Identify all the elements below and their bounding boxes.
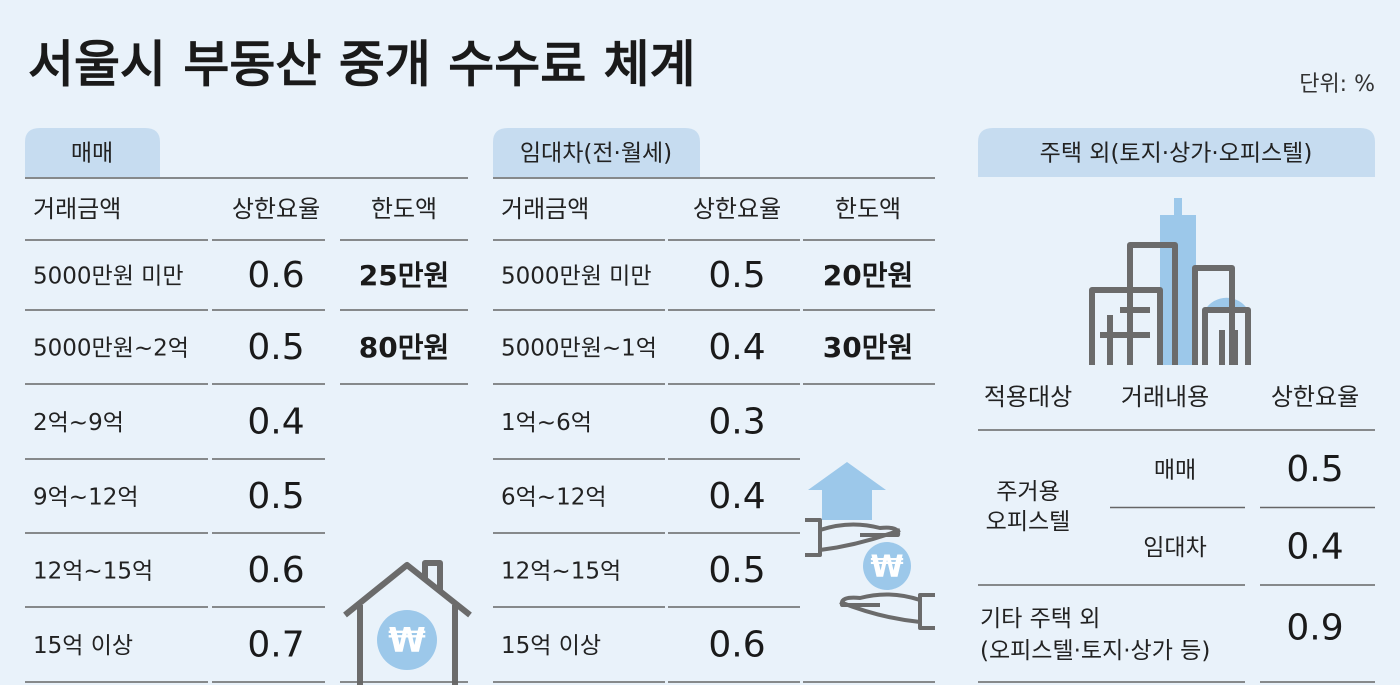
tab-bg: [978, 128, 1375, 177]
rate: 0.5: [247, 327, 304, 368]
limit: 80만원: [359, 331, 450, 364]
column-header: 상한요율: [1271, 383, 1359, 411]
column-header: 거래내용: [1121, 383, 1209, 411]
rate: 0.3: [708, 402, 765, 443]
target: (오피스텔·토지·상가 등): [980, 638, 1210, 664]
column-header: 상한요율: [232, 195, 320, 223]
column-header: 적용대상: [984, 383, 1072, 411]
svg-text:₩: ₩: [388, 621, 426, 661]
rate: 0.6: [708, 625, 765, 666]
limit: 30만원: [823, 331, 914, 364]
rate: 0.4: [1286, 526, 1343, 567]
rate: 0.6: [247, 550, 304, 591]
amount-range: 5000만원~1억: [501, 336, 657, 362]
target: 기타 주택 외: [980, 606, 1100, 632]
rate: 0.7: [247, 625, 304, 666]
amount-range: 2억~9억: [33, 410, 124, 436]
column-header: 거래금액: [501, 195, 589, 223]
amount-range: 15억 이상: [33, 633, 133, 659]
amount-range: 1억~6억: [501, 410, 592, 436]
amount-range: 12억~15억: [33, 559, 153, 585]
target: 오피스텔: [986, 509, 1071, 535]
tab-label: 매매: [71, 141, 113, 167]
rate: 0.5: [708, 550, 765, 591]
rate: 0.5: [1286, 449, 1343, 490]
column-header: 상한요율: [693, 195, 781, 223]
rate: 0.4: [708, 327, 765, 368]
amount-range: 5000만원 미만: [33, 264, 183, 290]
tab-label: 임대차(전·월세): [520, 141, 672, 167]
deal-type: 매매: [1154, 457, 1196, 483]
hands-icon: ₩: [805, 462, 935, 630]
rate: 0.4: [247, 402, 304, 443]
rate: 0.4: [708, 476, 765, 517]
tab-bg: [493, 128, 700, 177]
house-icon: ₩: [343, 560, 472, 685]
target: 주거용: [996, 479, 1059, 505]
unit: 단위: %: [1299, 72, 1375, 97]
column-header: 한도액: [835, 195, 901, 223]
amount-range: 12억~15억: [501, 559, 621, 585]
column-header: 한도액: [371, 195, 437, 223]
rate: 0.6: [247, 255, 304, 296]
tab-bg: [25, 128, 160, 177]
amount-range: 15억 이상: [501, 633, 601, 659]
column-header: 거래금액: [33, 195, 121, 223]
amount-range: 5000만원~2억: [33, 336, 189, 362]
title: 서울시 부동산 중개 수수료 체계: [28, 36, 696, 94]
rate: 0.5: [708, 255, 765, 296]
rate: 0.5: [247, 476, 304, 517]
amount-range: 9억~12억: [33, 485, 139, 511]
limit: 25만원: [359, 259, 450, 292]
limit: 20만원: [823, 259, 914, 292]
amount-range: 6억~12억: [501, 485, 607, 511]
amount-range: 5000만원 미만: [501, 264, 651, 290]
svg-text:₩: ₩: [870, 550, 903, 585]
deal-type: 임대차: [1143, 535, 1206, 561]
building-icon: [1089, 198, 1251, 365]
tab-label: 주택 외(토지·상가·오피스텔): [1040, 141, 1313, 167]
rate: 0.9: [1286, 608, 1343, 649]
